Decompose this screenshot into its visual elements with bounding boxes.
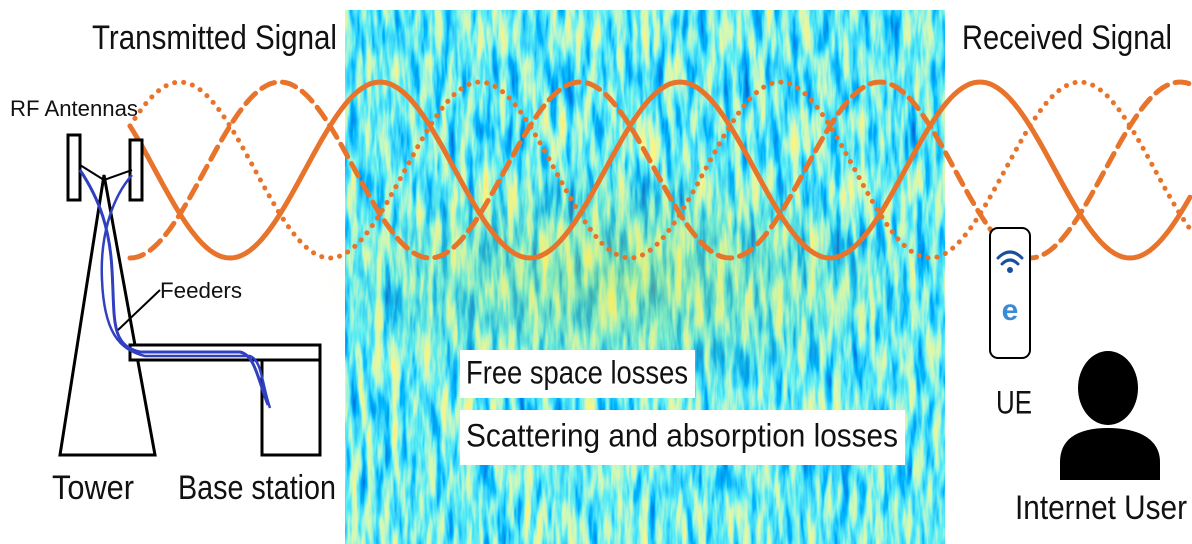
loss-label: Free space losses [466, 354, 688, 390]
tower-top [79, 164, 133, 182]
header-left: Transmitted Signal [92, 19, 337, 57]
feeders-label: Feeders [160, 278, 242, 303]
user-head [1078, 351, 1138, 425]
tower-label: Tower [52, 469, 134, 507]
tower [58, 174, 157, 457]
noise-warm [320, 160, 920, 400]
user-label: Internet User [1015, 489, 1187, 527]
loss-label: Scattering and absorption losses [466, 417, 898, 453]
wave [127, 79, 1192, 261]
feeder [78, 169, 270, 406]
feeder-pointer [117, 289, 161, 331]
loss-box [460, 350, 695, 398]
base-box [260, 358, 322, 457]
antennas-label: RF Antennas [10, 96, 138, 121]
user-body [1060, 428, 1160, 480]
loss-box [460, 410, 905, 465]
base-station-label: Base station [178, 469, 336, 507]
wave [127, 79, 1192, 261]
feeder [100, 174, 272, 409]
browser-icon: e [1002, 294, 1019, 327]
ue-label: UE [996, 384, 1032, 420]
ue-device [989, 227, 1031, 359]
antenna [66, 133, 82, 202]
wifi-icon [996, 250, 1024, 266]
wifi-dot [1007, 267, 1013, 273]
header-right: Received Signal [962, 19, 1172, 57]
